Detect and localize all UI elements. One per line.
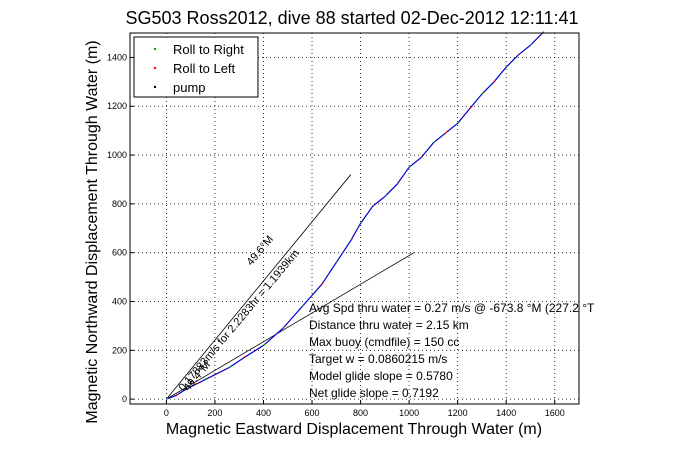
track-point bbox=[185, 387, 188, 390]
legend-marker bbox=[153, 66, 157, 70]
y-axis-ticks: 0 200 400 600 800 1000 1200 1400 bbox=[107, 52, 134, 404]
y-tick-label: 400 bbox=[112, 296, 127, 306]
y-tick-label: 1400 bbox=[107, 52, 127, 62]
track-point bbox=[205, 377, 207, 380]
dive-track-group bbox=[166, 31, 545, 400]
legend-marker bbox=[153, 47, 157, 51]
track-point bbox=[360, 221, 363, 224]
x-tick-label: 200 bbox=[207, 408, 222, 418]
track-point bbox=[176, 393, 178, 396]
y-tick-label: 0 bbox=[122, 394, 127, 404]
track-point bbox=[433, 141, 435, 143]
legend-items: Roll to Right Roll to Left pump bbox=[153, 42, 244, 95]
x-tick-label: 400 bbox=[256, 408, 271, 418]
track-point bbox=[506, 65, 508, 68]
legend-label: Roll to Left bbox=[173, 61, 236, 76]
track-point bbox=[396, 182, 399, 185]
stats-annotation: Max buoy (cmdfile) = 150 cc bbox=[309, 335, 459, 349]
track-point bbox=[530, 43, 533, 46]
track-point bbox=[229, 365, 232, 368]
track-point bbox=[282, 326, 285, 329]
track-point bbox=[302, 304, 304, 307]
track-point bbox=[421, 155, 423, 158]
x-axis-label: Magnetic Eastward Displacement Through W… bbox=[166, 421, 542, 438]
x-tick-label: 1600 bbox=[545, 408, 565, 418]
x-tick-label: 1400 bbox=[496, 408, 516, 418]
y-tick-label: 1200 bbox=[107, 101, 127, 111]
track-point bbox=[409, 165, 411, 168]
x-tick-label: 800 bbox=[353, 408, 368, 418]
track-point bbox=[469, 107, 472, 109]
track-point bbox=[166, 397, 169, 400]
y-tick-label: 800 bbox=[112, 199, 127, 209]
track-point bbox=[244, 356, 246, 358]
track-point bbox=[494, 80, 496, 82]
reference-lines bbox=[166, 174, 415, 400]
legend-label: pump bbox=[173, 80, 206, 95]
stats-annotation: Model glide slope = 0.5780 bbox=[309, 369, 453, 383]
y-axis-label: Magnetic Northward Displacement Through … bbox=[84, 40, 101, 423]
stats-annotations: Avg Spd thru water = 0.27 m/s @ -673.8 °… bbox=[309, 301, 595, 400]
dive-track-line bbox=[166, 32, 544, 400]
track-point bbox=[263, 343, 266, 346]
x-tick-label: 600 bbox=[305, 408, 320, 418]
stats-annotation: Avg Spd thru water = 0.27 m/s @ -673.8 °… bbox=[309, 301, 595, 315]
reference-line bbox=[166, 252, 415, 400]
y-tick-label: 600 bbox=[112, 248, 127, 258]
y-tick-label: 200 bbox=[112, 345, 127, 355]
x-tick-label: 1200 bbox=[448, 408, 468, 418]
track-point bbox=[445, 131, 448, 134]
track-point bbox=[350, 238, 353, 241]
track-point bbox=[518, 53, 520, 55]
stats-annotation: Target w = 0.0860215 m/s bbox=[309, 352, 447, 366]
track-point bbox=[336, 260, 338, 263]
x-axis-ticks: 0 200 400 600 800 1000 1200 1400 1600 bbox=[164, 400, 565, 418]
track-point bbox=[384, 194, 387, 197]
stats-annotation: Distance thru water = 2.15 km bbox=[309, 318, 469, 332]
track-point bbox=[372, 204, 375, 207]
plot-frame bbox=[129, 32, 580, 405]
x-tick-label: 0 bbox=[164, 408, 169, 418]
track-point bbox=[457, 121, 460, 124]
track-point bbox=[321, 282, 324, 285]
reference-line bbox=[166, 174, 352, 400]
legend: Roll to Right Roll to Left pump bbox=[133, 36, 259, 98]
track-point bbox=[481, 92, 484, 95]
y-tick-label: 1000 bbox=[107, 150, 127, 160]
chart-title: SG503 Ross2012, dive 88 started 02-Dec-2… bbox=[126, 8, 579, 28]
legend-label: Roll to Right bbox=[173, 42, 244, 57]
track-point bbox=[195, 382, 198, 385]
stats-annotation: Net glide slope = 0.7192 bbox=[309, 386, 439, 400]
grid-lines bbox=[130, 33, 579, 404]
legend-marker bbox=[153, 85, 157, 89]
x-tick-label: 1000 bbox=[399, 408, 419, 418]
track-point bbox=[214, 373, 217, 375]
